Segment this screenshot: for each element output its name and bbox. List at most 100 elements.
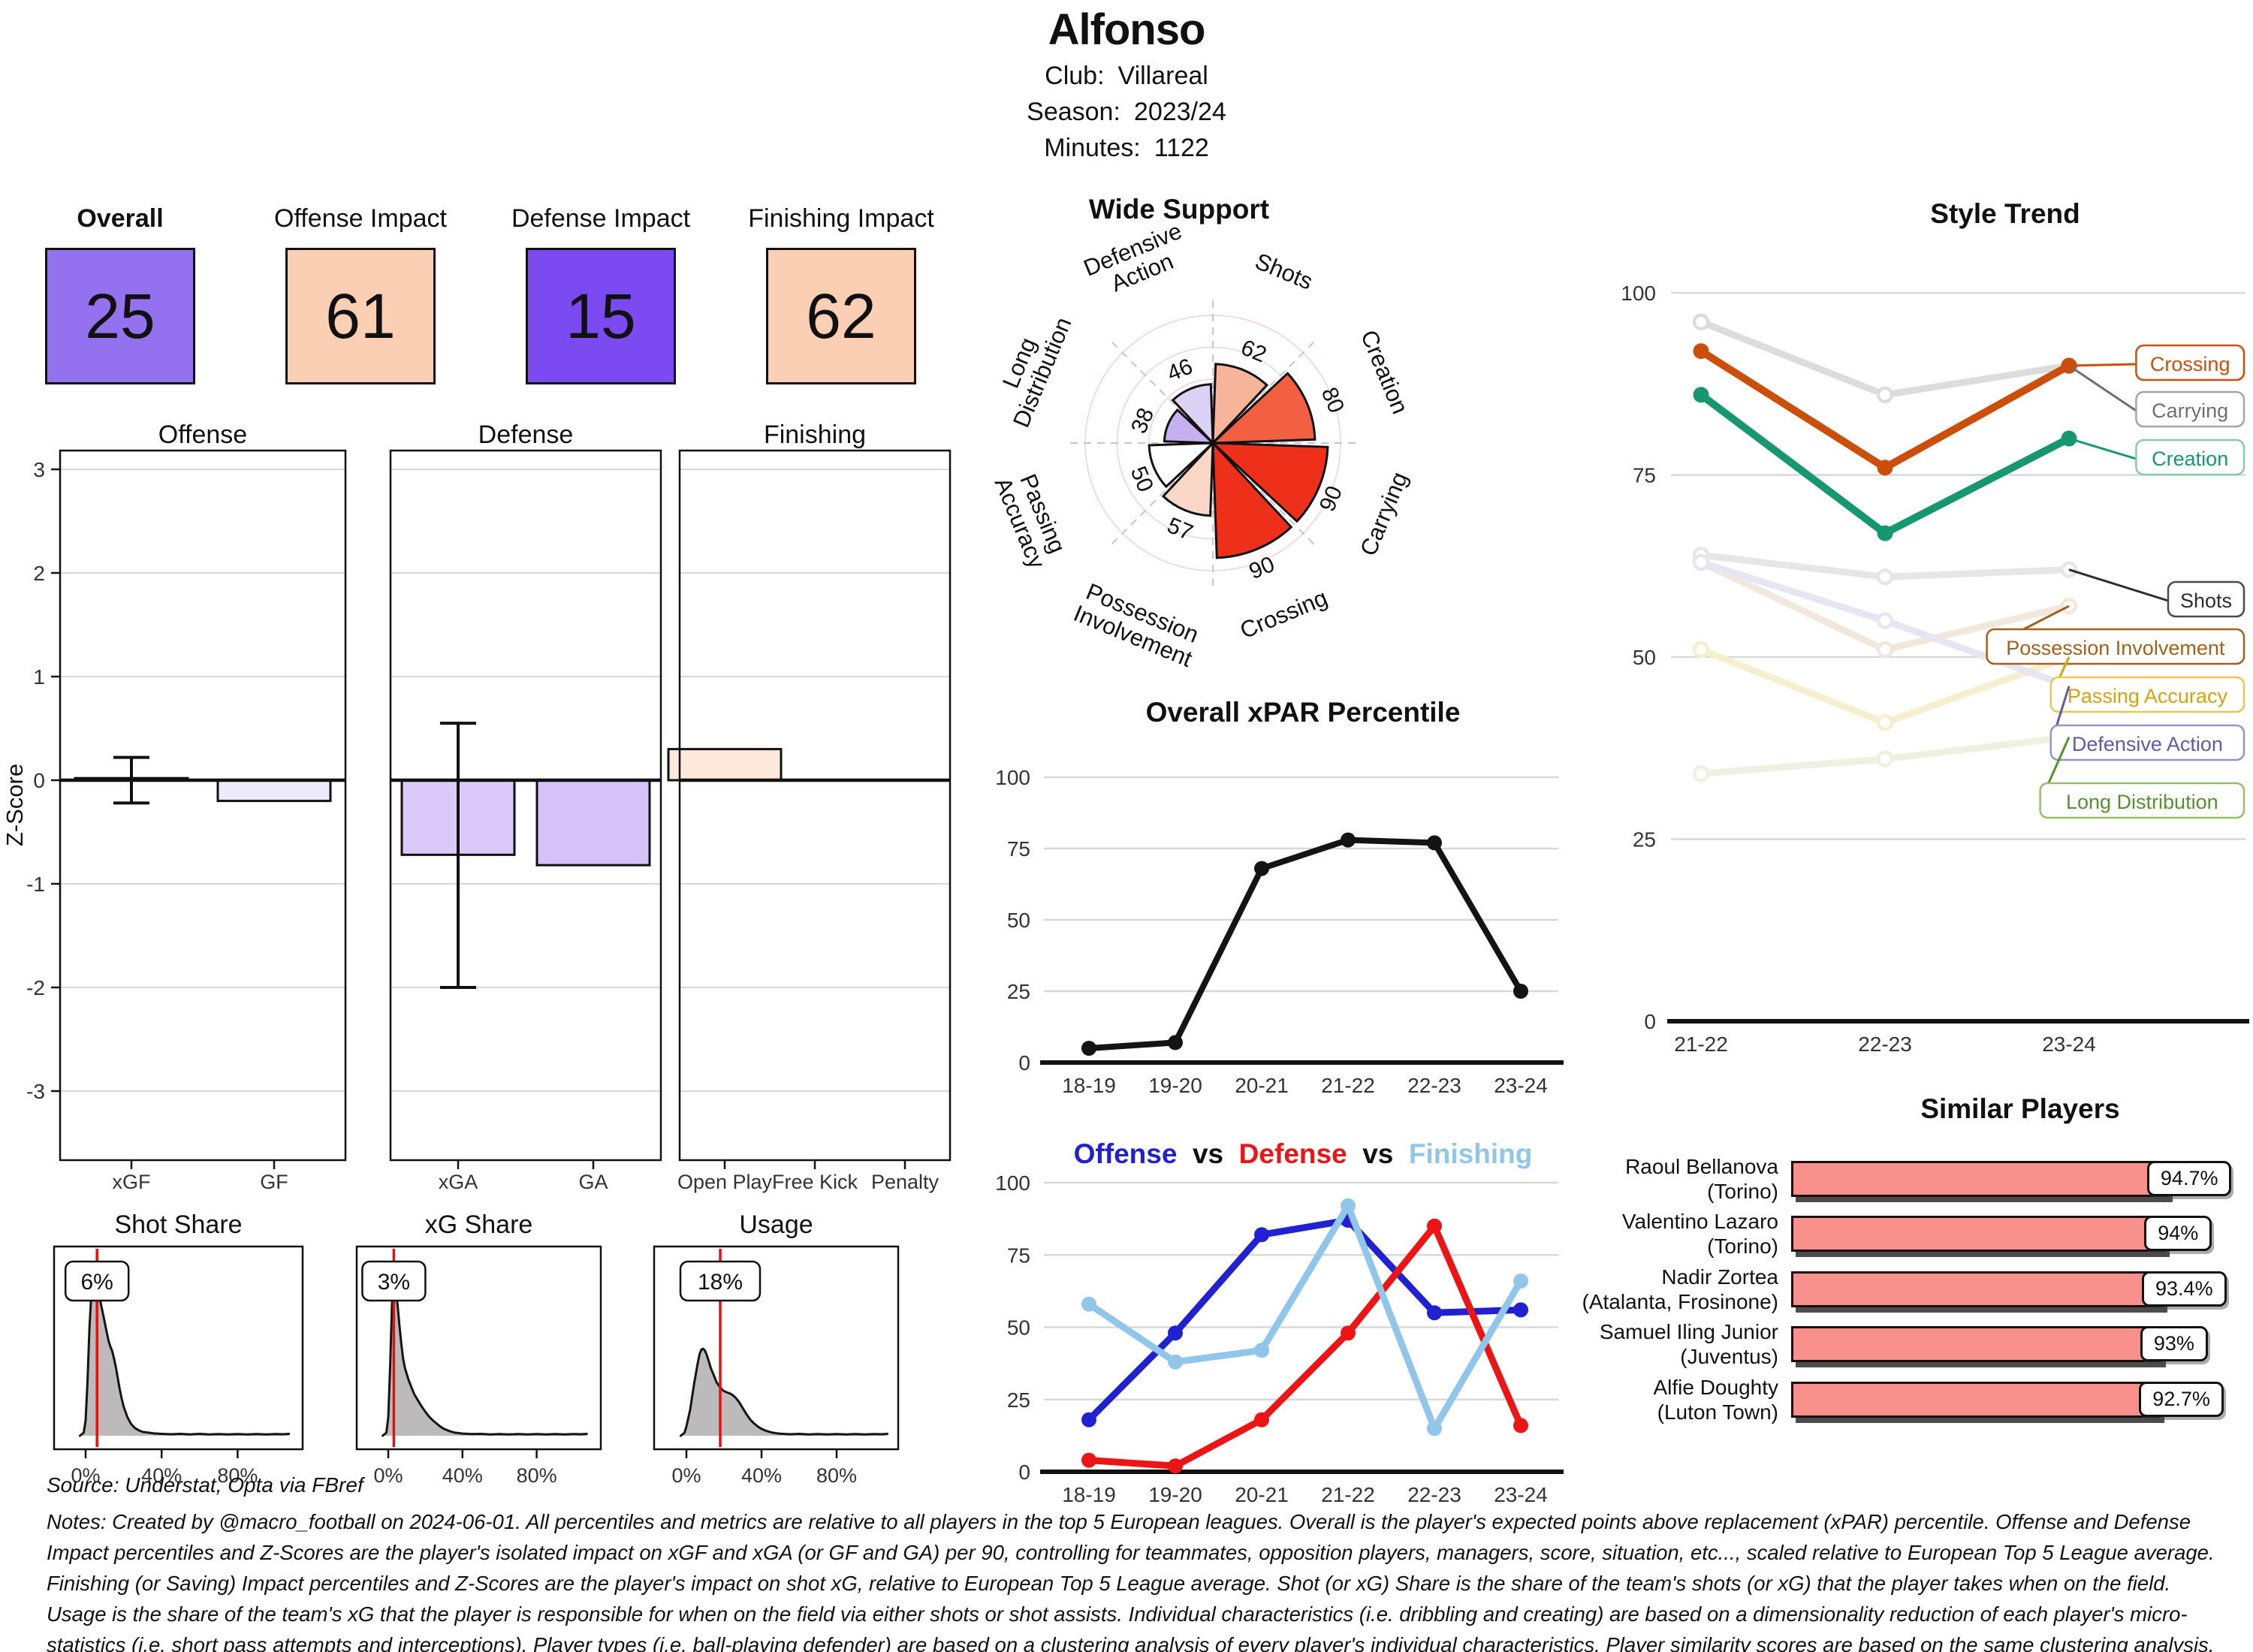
player-name-line: Samuel Iling Junior	[1599, 1320, 1778, 1343]
series-point	[1692, 641, 1710, 659]
ovd-ytick-label: 25	[1007, 1388, 1030, 1412]
trend-legend-creation: Creation	[2068, 437, 2245, 476]
radar-sector-shots	[1211, 363, 1269, 446]
zscore-ytick-label: 0	[33, 769, 45, 792]
series-point	[1341, 1325, 1356, 1341]
zscore-xtick-label: Free Kick	[772, 1171, 858, 1193]
marker-chip-value: 18%	[698, 1270, 743, 1295]
player-name-line: Nadir Zortea	[1661, 1265, 1778, 1289]
radar-chart: 6280909057503846ShotsCreationCarryingCro…	[990, 218, 1414, 673]
legend-leader-line	[2068, 364, 2137, 412]
style-trend-title: Style Trend	[1930, 198, 2080, 229]
histogram-xtick-label: 40%	[442, 1464, 483, 1487]
scorebox-label-defense-impact: Defense Impact	[511, 204, 691, 233]
scorebox-label-finishing-impact: Finishing Impact	[748, 204, 934, 233]
zscore-ytick-label: -3	[26, 1080, 45, 1103]
legend-label: Crossing	[2150, 353, 2230, 375]
zscore-bar-gf	[216, 779, 332, 803]
radar-sector-defensive-action	[1171, 383, 1214, 446]
series-point	[1876, 386, 1894, 404]
similar-players-title: Similar Players	[1920, 1093, 2120, 1124]
minutes-label: Minutes:	[1044, 134, 1141, 162]
marker-chip	[64, 1260, 130, 1302]
scorebox-value-offense-impact: 61	[285, 248, 436, 384]
series-point	[1693, 387, 1709, 403]
series-point	[1877, 460, 1893, 476]
trend-xtick-label: 21-22	[1674, 1032, 1728, 1056]
trend-legend-long-distribution: Long Distribution	[2039, 737, 2245, 819]
histogram-title: xG Share	[425, 1210, 533, 1239]
series-line	[1697, 347, 2073, 472]
marker-chip	[361, 1260, 427, 1302]
scorebox-label-overall: Overall	[77, 204, 164, 233]
trend-legend-shots: Shots	[2068, 568, 2245, 618]
xpar-chart-title: Overall xPAR Percentile	[1145, 697, 1461, 728]
similar-player-name: Valentino Lazaro (Torino)	[1538, 1209, 1778, 1259]
ovd-ytick-label: 75	[1007, 1244, 1030, 1267]
season-value: 2023/24	[1133, 98, 1226, 126]
player-club-line: (Atalanta, Frosinone)	[1582, 1290, 1778, 1313]
trend-legend-defensive-action: Defensive Action	[2049, 686, 2245, 761]
histogram-title: Shot Share	[114, 1210, 242, 1239]
xpar-xtick-label: 18-19	[1062, 1074, 1116, 1097]
marker-chip-value: 3%	[378, 1270, 410, 1295]
panel-border	[678, 449, 952, 1162]
ovd-chart: 0 25 50 75 100 18-19 19-20 20-21 21-22 22-23 23-24	[995, 1171, 1564, 1506]
player-club-line: (Juventus)	[1680, 1345, 1778, 1368]
trend-ytick-label: 0	[1644, 1010, 1656, 1033]
series-point	[1692, 764, 1710, 782]
zscore-bar-open-play	[667, 748, 783, 782]
radar-axis-label-shots: Shots	[1251, 248, 1317, 295]
legend-leader-line	[2068, 437, 2137, 460]
series-point	[1513, 1418, 1528, 1433]
radar-axis-label-long-distribution: LongDistribution	[997, 313, 1077, 431]
xpar-xtick-label: 19-20	[1148, 1074, 1202, 1097]
zscore-facet-title: Finishing	[764, 421, 866, 449]
xpar-ytick-label: 25	[1007, 980, 1030, 1003]
similarity-value-chip: 92.7%	[2139, 1382, 2224, 1417]
histogram-border	[653, 1245, 900, 1451]
marker-chip-value: 6%	[81, 1270, 113, 1295]
series-point	[1513, 1302, 1528, 1318]
series-point	[1513, 1273, 1528, 1289]
xpar-point	[1254, 861, 1269, 876]
xpar-point	[1168, 1035, 1183, 1051]
histogram-xtick-label: 80%	[217, 1464, 258, 1487]
legend-box	[2039, 782, 2245, 819]
scorebox-value-finishing-impact: 62	[766, 248, 916, 384]
radar-grid-axis	[1108, 338, 1214, 444]
series-point	[1168, 1354, 1183, 1370]
zscore-xtick-label: GF	[260, 1171, 288, 1193]
legend-box	[2049, 724, 2245, 761]
legend-box	[2049, 676, 2245, 713]
ovd-ytick-label: 0	[1018, 1461, 1030, 1484]
series-point	[1692, 553, 1710, 571]
ovd-title-word-2: Defense	[1223, 1138, 1347, 1169]
radar-axis-label-carrying: Carrying	[1355, 468, 1413, 559]
trend-ytick-label: 75	[1633, 464, 1656, 487]
player-name-line: Valentino Lazaro	[1621, 1210, 1778, 1233]
zscore-ytick-label: 1	[33, 665, 45, 689]
radar-sector-value: 57	[1163, 513, 1196, 545]
zscore-chart: xGF GF Offense xGA GA Defense Open Play Free Ki…	[2, 421, 952, 1193]
trend-legend-passing-accuracy: Passing Accuracy	[2049, 656, 2245, 713]
series-line	[1085, 1202, 1525, 1432]
series-point	[1693, 343, 1709, 360]
histogram-title: Usage	[739, 1210, 813, 1239]
radar-grid-axis	[1108, 442, 1214, 548]
xpar-point	[1341, 832, 1356, 848]
shot-share-histogram: Shot Share 0% 40% 80% 6%	[53, 1210, 304, 1487]
series-point	[1427, 1421, 1442, 1436]
density-curve	[680, 1347, 888, 1437]
radar-grid-axis	[1212, 338, 1318, 444]
ovd-title-word-4: Finishing	[1393, 1138, 1533, 1169]
ovd-xtick-label: 22-23	[1407, 1483, 1461, 1506]
series-point	[1876, 568, 1894, 586]
series-line	[1085, 1216, 1525, 1424]
xpar-chart: 0 25 50 75 100 18-19 19-20 20-21 21-22 22-23 23-24	[995, 766, 1564, 1097]
trend-series-carrying	[1692, 313, 2078, 404]
legend-leader-line	[2068, 363, 2137, 367]
trend-ytick-label: 100	[1621, 282, 1656, 305]
svg-text:Shots: Shots	[1251, 248, 1317, 295]
club-row: Club: Villareal	[789, 62, 1464, 91]
